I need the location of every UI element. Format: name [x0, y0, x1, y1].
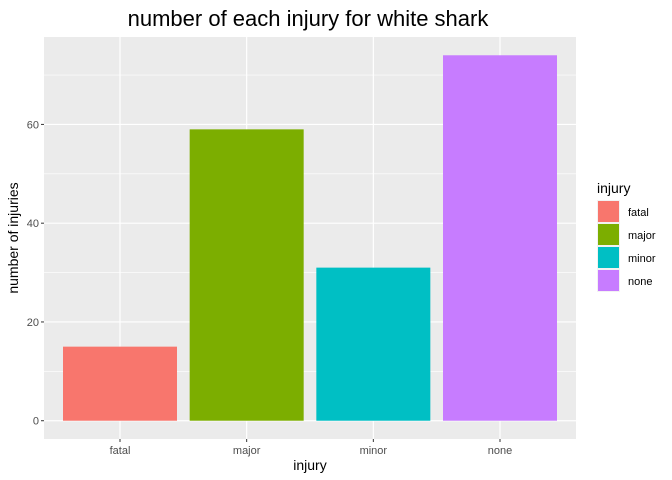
y-tick-label: 20: [27, 317, 39, 329]
x-axis-title: injury: [293, 457, 326, 473]
bar-fatal: [63, 346, 177, 421]
y-axis-title: number of injuries: [5, 182, 21, 293]
legend-label: none: [628, 276, 652, 288]
legend-key-none: [598, 270, 619, 291]
bars: [63, 55, 557, 421]
bar-minor: [316, 267, 431, 421]
legend: injury fatal major minor none: [597, 180, 656, 292]
legend-key-minor: [598, 247, 619, 268]
chart-title: number of each injury for white shark: [128, 6, 490, 31]
y-tick-label: 60: [27, 119, 39, 131]
x-tick-label: fatal: [110, 445, 131, 457]
bar-none: [443, 55, 557, 421]
bar-major: [189, 129, 304, 421]
x-tick-label: none: [488, 445, 512, 457]
x-tick-label: major: [233, 445, 261, 457]
legend-key-fatal: [598, 201, 619, 222]
legend-label: fatal: [628, 207, 649, 219]
legend-key-major: [598, 224, 619, 245]
legend-label: minor: [628, 253, 656, 265]
y-axis-ticks: 0 20 40 60: [27, 119, 44, 428]
legend-title: injury: [597, 180, 630, 196]
y-tick-label: 40: [27, 218, 39, 230]
y-tick-label: 0: [33, 416, 39, 428]
legend-label: major: [628, 230, 656, 242]
x-axis-ticks: fatal major minor none: [110, 439, 512, 457]
x-tick-label: minor: [360, 445, 388, 457]
